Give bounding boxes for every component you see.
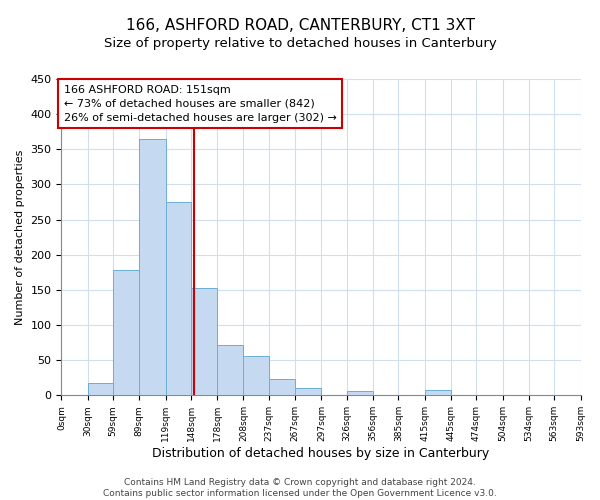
Text: Size of property relative to detached houses in Canterbury: Size of property relative to detached ho… [104,38,496,51]
Bar [347,391,373,396]
Bar [425,390,451,396]
Text: 166, ASHFORD ROAD, CANTERBURY, CT1 3XT: 166, ASHFORD ROAD, CANTERBURY, CT1 3XT [125,18,475,32]
Bar [554,394,581,396]
Bar [139,139,166,396]
Bar [88,382,113,396]
Bar [191,288,217,396]
Text: Contains HM Land Registry data © Crown copyright and database right 2024.
Contai: Contains HM Land Registry data © Crown c… [103,478,497,498]
Text: 166 ASHFORD ROAD: 151sqm
← 73% of detached houses are smaller (842)
26% of semi-: 166 ASHFORD ROAD: 151sqm ← 73% of detach… [64,84,337,122]
Bar [295,388,322,396]
X-axis label: Distribution of detached houses by size in Canterbury: Distribution of detached houses by size … [152,447,490,460]
Bar [244,356,269,396]
Bar [166,202,191,396]
Y-axis label: Number of detached properties: Number of detached properties [15,150,25,325]
Bar [503,394,529,396]
Bar [269,379,295,396]
Bar [113,270,139,396]
Bar [217,346,244,396]
